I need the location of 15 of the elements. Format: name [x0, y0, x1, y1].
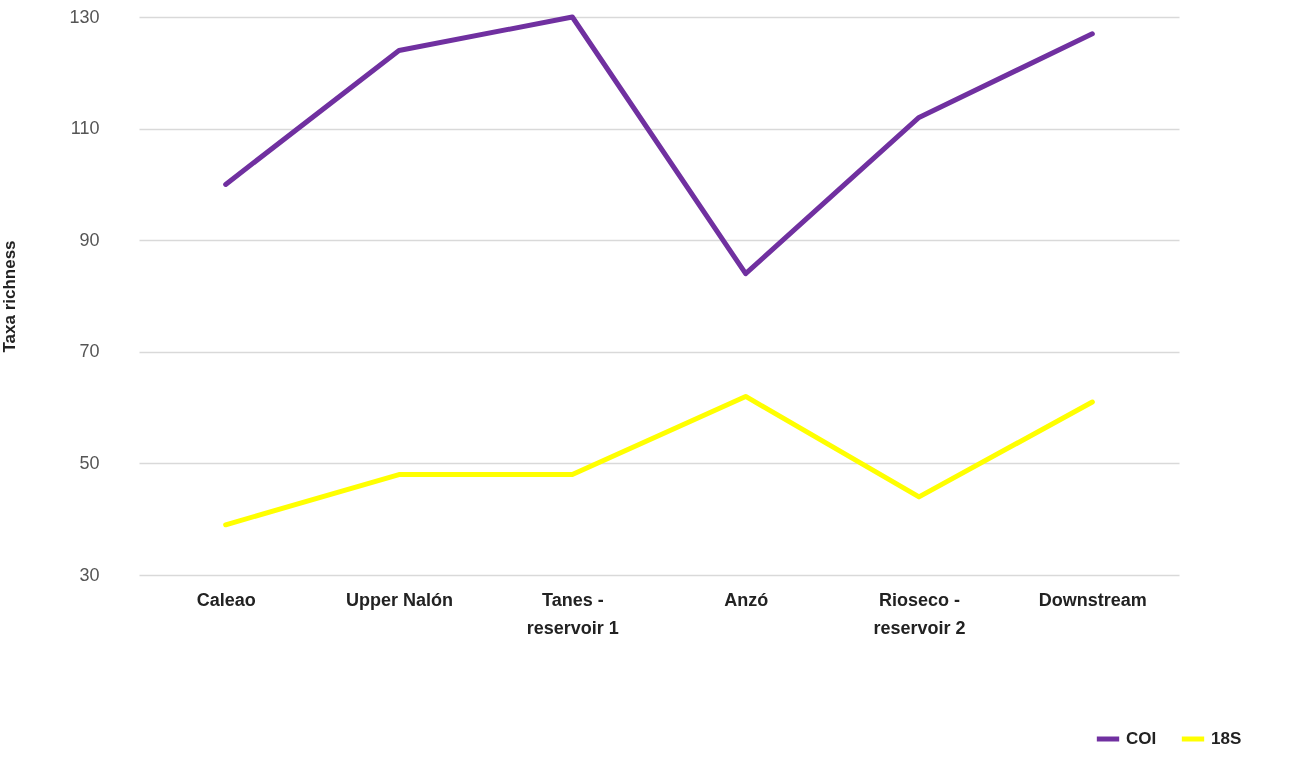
y-tick-label: 110 — [70, 118, 100, 139]
x-tick-label: Anzó — [724, 589, 769, 610]
y-axis-title: Taxa richness — [0, 240, 20, 353]
y-tick-label: 90 — [79, 229, 100, 250]
y-tick-label: 50 — [79, 452, 100, 473]
x-tick-label: Upper Nalón — [345, 589, 454, 610]
y-tick-label: 130 — [69, 6, 100, 27]
x-tick-label: Rioseco - reservoir 2 — [873, 589, 966, 638]
x-tick-label: Caleao — [196, 589, 256, 610]
y-tick-label: 70 — [79, 341, 100, 362]
legend-label: 18S — [1211, 729, 1242, 748]
y-tick-label: 30 — [79, 564, 100, 585]
x-tick-label: Tanes - reservoir 1 — [526, 589, 619, 638]
legend-label: COI — [1126, 729, 1157, 748]
x-tick-label: Downstream — [1038, 589, 1147, 610]
